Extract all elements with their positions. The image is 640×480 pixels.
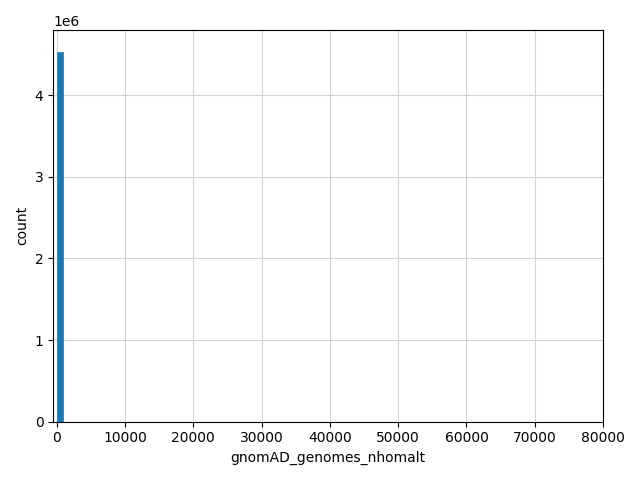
X-axis label: gnomAD_genomes_nhomalt: gnomAD_genomes_nhomalt xyxy=(230,451,426,465)
Y-axis label: count: count xyxy=(15,206,29,245)
Bar xyxy=(56,52,63,421)
